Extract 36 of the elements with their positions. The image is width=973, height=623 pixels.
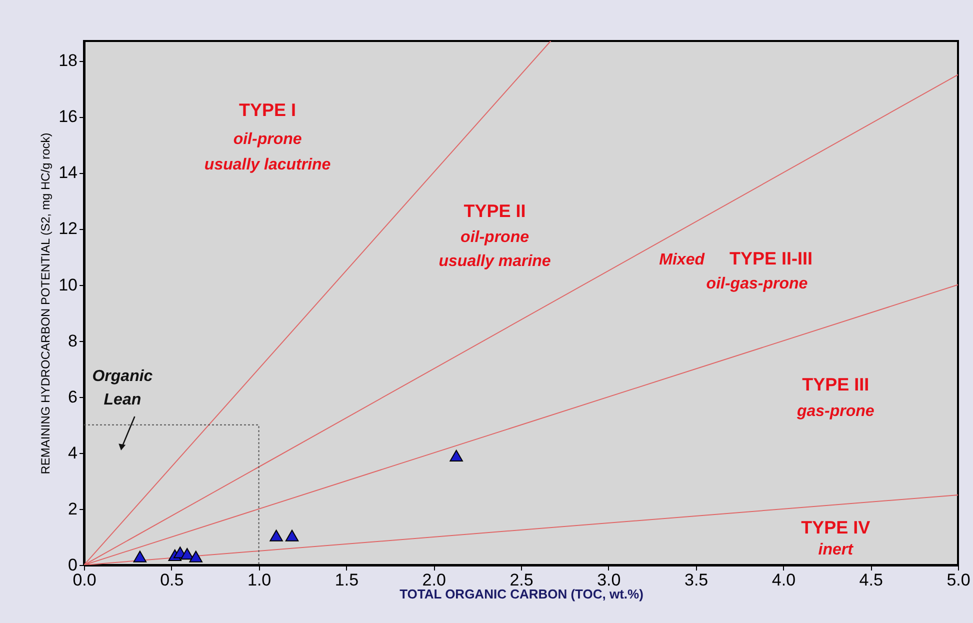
y-tick-label: 10 bbox=[58, 275, 78, 294]
x-tick-label: 0.5 bbox=[160, 570, 184, 590]
y-tick-label: 2 bbox=[68, 499, 78, 518]
annotation: usually lacutrine bbox=[204, 156, 331, 174]
annotation: TYPE IV bbox=[801, 518, 870, 538]
annotation: TYPE III bbox=[802, 374, 870, 395]
x-tick-label: 2.0 bbox=[422, 570, 446, 590]
y-tick-label: 14 bbox=[58, 163, 78, 182]
y-tick-label: 12 bbox=[58, 219, 78, 238]
x-tick-label: 5.0 bbox=[946, 570, 970, 590]
y-tick-label: 16 bbox=[58, 107, 78, 126]
annotation: Organic bbox=[92, 368, 153, 385]
annotation: Lean bbox=[104, 392, 142, 409]
annotation: oil-prone bbox=[460, 229, 530, 246]
y-tick-label: 18 bbox=[58, 51, 78, 70]
annotation: oil-gas-prone bbox=[706, 275, 808, 292]
x-tick-label: 1.0 bbox=[247, 570, 272, 590]
y-tick-label: 6 bbox=[68, 387, 78, 406]
annotation: usually marine bbox=[438, 252, 551, 270]
x-tick-label: 4.5 bbox=[859, 570, 883, 590]
annotation: TYPE II bbox=[464, 200, 526, 221]
annotation: oil-prone bbox=[233, 131, 302, 148]
annotation: inert bbox=[818, 542, 854, 559]
annotation: Mixed bbox=[659, 252, 706, 269]
y-tick-label: 8 bbox=[68, 331, 78, 350]
annotation: TYPE II-III bbox=[729, 248, 812, 269]
x-tick-label: 1.5 bbox=[334, 570, 359, 590]
x-tick-label: 4.0 bbox=[772, 570, 796, 590]
y-tick-label: 4 bbox=[68, 443, 78, 462]
x-axis-title: TOTAL ORGANIC CARBON (TOC, wt.%) bbox=[400, 586, 644, 602]
x-tick-label: 3.5 bbox=[684, 570, 708, 590]
x-tick-label: 3.0 bbox=[597, 570, 621, 590]
y-axis-title: REMAINING HYDROCARBON POTENTIAL (S2, mg HC/g rock) bbox=[38, 132, 53, 474]
annotation: gas-prone bbox=[796, 402, 874, 420]
annotation: TYPE I bbox=[239, 100, 296, 120]
x-tick-label: 2.5 bbox=[510, 570, 534, 590]
